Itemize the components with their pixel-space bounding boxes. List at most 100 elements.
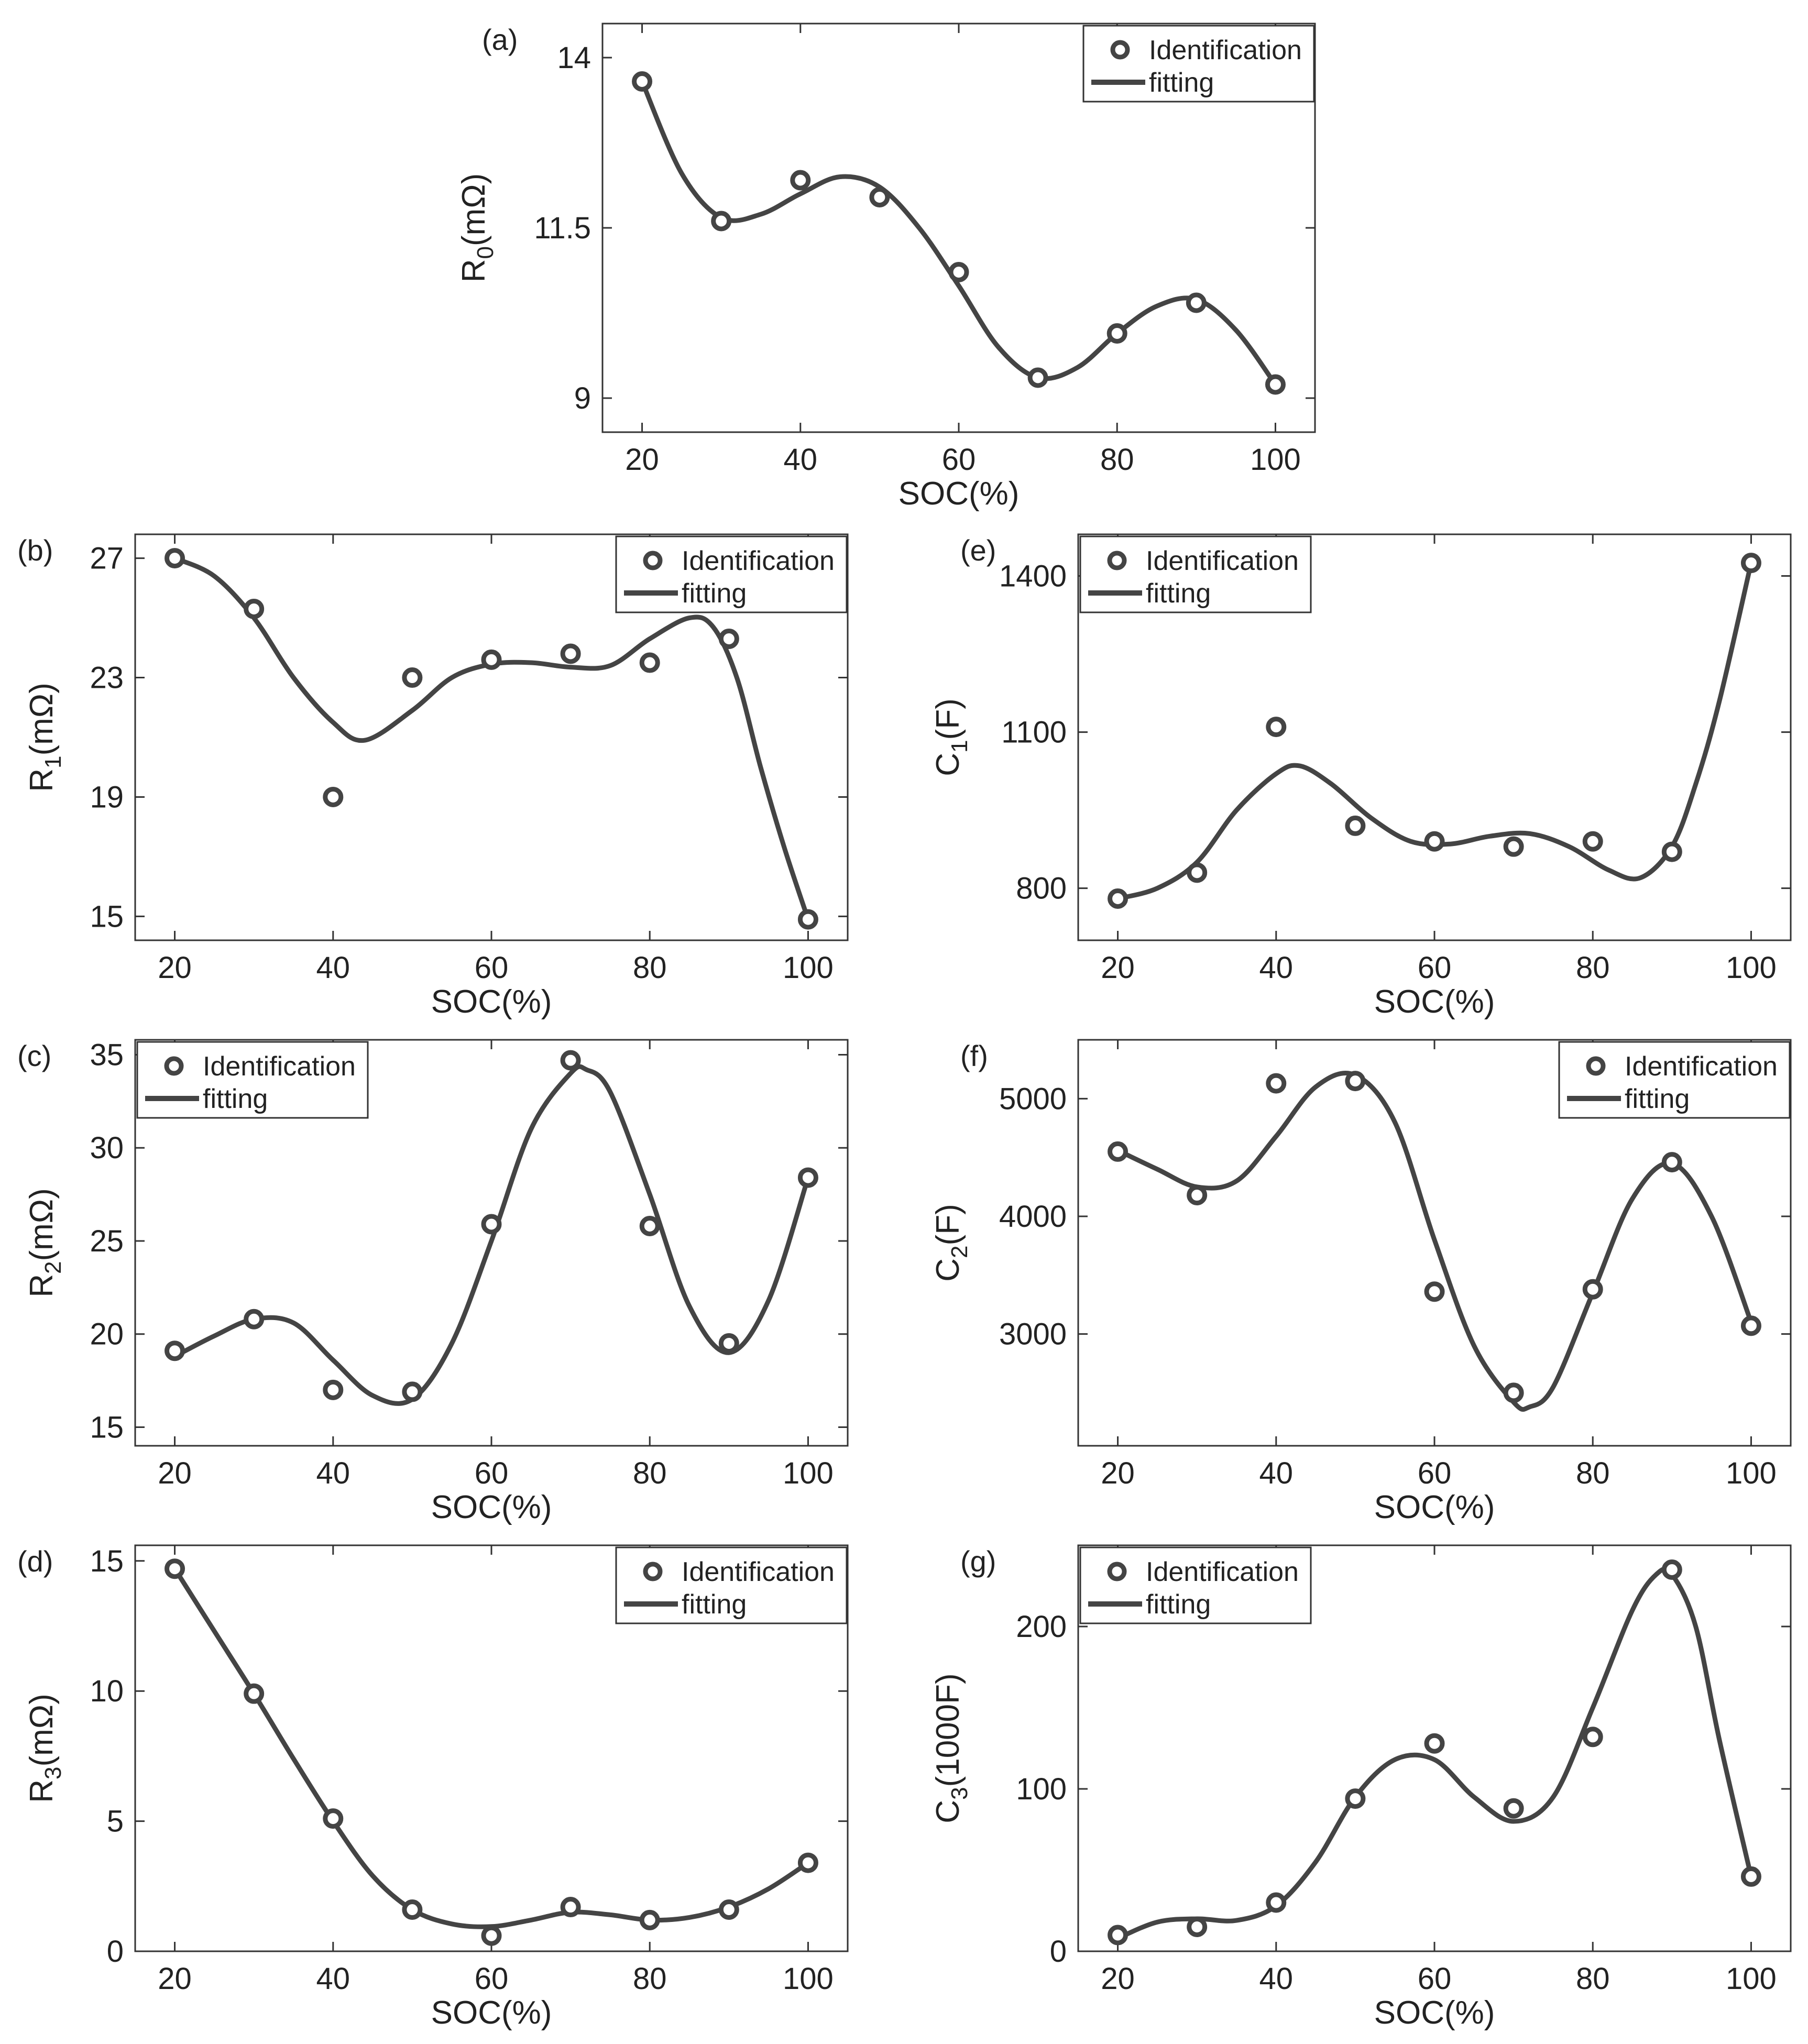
legend-box [1079, 1546, 1312, 1624]
identification-point [1582, 1727, 1603, 1748]
panel-label: (f) [960, 1039, 988, 1072]
legend-label-fitting: fitting [203, 1084, 268, 1114]
legend-label-identification: Identification [1146, 546, 1299, 576]
x-tick-label: 60 [1418, 1456, 1452, 1490]
identification-point [1345, 1788, 1366, 1809]
legend-label-identification: Identification [203, 1051, 356, 1082]
fitting-line [172, 1566, 810, 1929]
identification-point [1265, 374, 1286, 395]
identification-point [639, 652, 660, 673]
x-tick-label: 20 [1101, 1456, 1135, 1490]
chart-panel-a: 20 40 60 80 100 9 11.5 14 SOC(%) R0(mΩ) (a) Identif… [456, 23, 1316, 512]
y-axis-label: R0(mΩ) [456, 173, 498, 283]
x-axis-label: SOC(%) [1374, 984, 1495, 1020]
x-tick-label: 80 [1100, 443, 1134, 477]
y-tick-label: 5 [107, 1805, 124, 1839]
y-axis-label-unit: (mΩ) [24, 683, 60, 755]
chart-panel-d: 20 40 60 80 100 0 5 10 15 SOC(%) R3(mΩ) (d) Identifi… [17, 1544, 849, 2031]
panel-label: (b) [17, 534, 53, 567]
identification-point [1266, 1892, 1287, 1913]
y-tick-label: 15 [90, 899, 124, 933]
identification-point [560, 1897, 581, 1918]
y-tick-label: 1100 [1001, 716, 1067, 750]
y-tick-label: 100 [1016, 1772, 1067, 1806]
legend-label-identification: Identification [682, 1557, 835, 1587]
y-axis-label-subscript: 3 [947, 1787, 972, 1799]
x-tick-label: 100 [783, 1456, 834, 1490]
legend-box [1082, 25, 1315, 103]
y-axis-label: C3(1000F) [930, 1673, 972, 1823]
legend-label-fitting: fitting [1146, 578, 1211, 609]
identification-point [1108, 888, 1128, 909]
identification-point [1740, 1315, 1761, 1336]
legend-marker-icon [643, 1562, 663, 1581]
y-tick-label: 14 [557, 41, 591, 75]
y-axis-label: C1(F) [930, 698, 972, 776]
legend-label-fitting: fitting [1149, 68, 1214, 98]
y-axis-label-subscript: 1 [947, 740, 972, 752]
identification-point [1661, 1559, 1682, 1580]
identification-point [165, 548, 185, 569]
legend-box [1079, 535, 1312, 613]
legend-box [615, 1546, 848, 1624]
y-tick-label: 20 [90, 1317, 124, 1351]
legend-label-fitting: fitting [682, 578, 747, 609]
y-axis-label-main: R [456, 259, 492, 283]
y-tick-label: 9 [574, 381, 591, 415]
y-tick-label: 200 [1016, 1610, 1067, 1644]
identification-point [1266, 1073, 1287, 1094]
fitting-line [1115, 1071, 1754, 1412]
identification-point [1345, 1071, 1366, 1092]
x-tick-label: 80 [1576, 1962, 1610, 1996]
y-axis-label-unit: (1000F) [930, 1673, 966, 1787]
y-tick-label: 15 [90, 1410, 124, 1444]
y-tick-label: 10 [90, 1674, 124, 1708]
x-tick-label: 40 [1259, 951, 1294, 985]
identification-point [632, 71, 653, 92]
identification-point [560, 643, 581, 664]
x-tick-label: 40 [1259, 1456, 1294, 1490]
identification-point [869, 187, 890, 207]
x-tick-label: 20 [1101, 951, 1135, 985]
chart-panel-g: 20 40 60 80 100 0 100 200 SOC(%) C3(1000F) (g) Iden… [930, 1544, 1792, 2031]
x-tick-label: 60 [1418, 951, 1452, 985]
x-tick-label: 80 [1576, 1456, 1610, 1490]
y-tick-label: 30 [90, 1131, 124, 1165]
identification-point [1187, 862, 1208, 883]
identification-point [797, 1167, 818, 1188]
x-tick-label: 100 [1726, 1962, 1777, 1996]
y-tick-label: 15 [90, 1544, 124, 1578]
y-tick-label: 25 [90, 1224, 124, 1258]
legend-label-fitting: fitting [1625, 1084, 1690, 1114]
identification-point [1027, 367, 1048, 388]
legend-label-identification: Identification [1149, 35, 1302, 65]
y-axis-label: C2(F) [930, 1204, 972, 1281]
identification-point [1108, 1141, 1128, 1162]
identification-point [1345, 815, 1366, 836]
y-axis-label-main: R [24, 1779, 60, 1803]
y-axis-label-unit: (mΩ) [24, 1188, 60, 1261]
identification-point [481, 1214, 502, 1235]
identification-point [639, 1909, 660, 1930]
y-axis-label-main: R [24, 768, 60, 792]
identification-point [1582, 1279, 1603, 1300]
y-axis-label: R3(mΩ) [24, 1694, 66, 1803]
identification-point [639, 1216, 660, 1237]
x-tick-label: 80 [633, 1962, 667, 1996]
x-tick-label: 40 [316, 1962, 350, 1996]
y-tick-label: 19 [90, 780, 124, 814]
identification-point [323, 1379, 344, 1400]
x-tick-label: 40 [1259, 1962, 1294, 1996]
x-tick-label: 60 [475, 951, 509, 985]
x-tick-label: 100 [1726, 951, 1777, 985]
x-tick-label: 20 [625, 443, 659, 477]
x-tick-label: 20 [158, 1962, 192, 1996]
y-tick-label: 800 [1016, 872, 1067, 906]
chart-panel-b: 20 40 60 80 100 15 19 23 27 SOC(%) R1(mΩ) (b) Identi… [17, 533, 849, 1020]
